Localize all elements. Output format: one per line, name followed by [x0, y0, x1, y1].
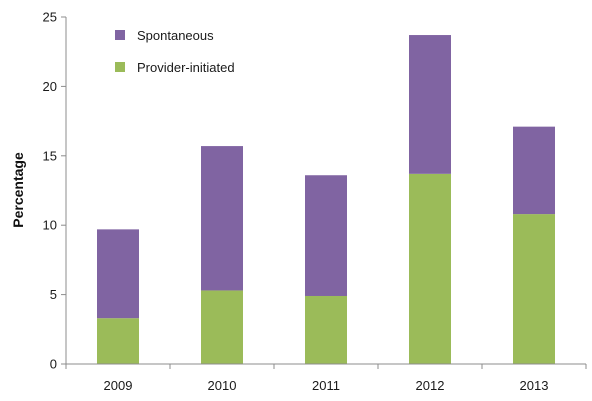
bar-spontaneous-2009 [97, 229, 139, 319]
bar-spontaneous-2013 [513, 126, 555, 215]
bar-provider-initiated-2011 [305, 295, 347, 364]
y-tick-label: 10 [43, 218, 57, 233]
y-axis-title: Percentage [10, 152, 26, 228]
y-tick-label: 20 [43, 79, 57, 94]
bar-provider-initiated-2010 [201, 290, 243, 364]
bar-provider-initiated-2009 [97, 318, 139, 364]
y-tick-label: 5 [50, 287, 57, 302]
y-axis-ticks: 0 5 10 15 20 25 [43, 10, 66, 372]
x-tick-label: 2012 [416, 378, 445, 393]
legend-swatch-spontaneous [115, 30, 125, 40]
legend-label: Spontaneous [137, 28, 214, 43]
legend-swatch-provider-initiated [115, 62, 125, 72]
bar-spontaneous-2012 [409, 35, 451, 174]
x-tick-label: 2009 [104, 378, 133, 393]
x-tick-label: 2010 [208, 378, 237, 393]
bar-provider-initiated-2012 [409, 173, 451, 364]
x-tick-label: 2011 [312, 378, 340, 393]
x-tick-label: 2013 [520, 378, 549, 393]
y-tick-label: 0 [50, 357, 57, 372]
y-tick-label: 25 [43, 10, 57, 25]
legend: Spontaneous Provider-initiated [115, 28, 235, 75]
bars [97, 35, 555, 364]
x-axis-ticks: 2009 2010 2011 2012 2013 [65, 364, 587, 393]
bar-spontaneous-2010 [201, 146, 243, 291]
legend-label: Provider-initiated [137, 60, 235, 75]
bar-provider-initiated-2013 [513, 214, 555, 364]
y-tick-label: 15 [43, 148, 57, 163]
bar-spontaneous-2011 [305, 175, 347, 296]
